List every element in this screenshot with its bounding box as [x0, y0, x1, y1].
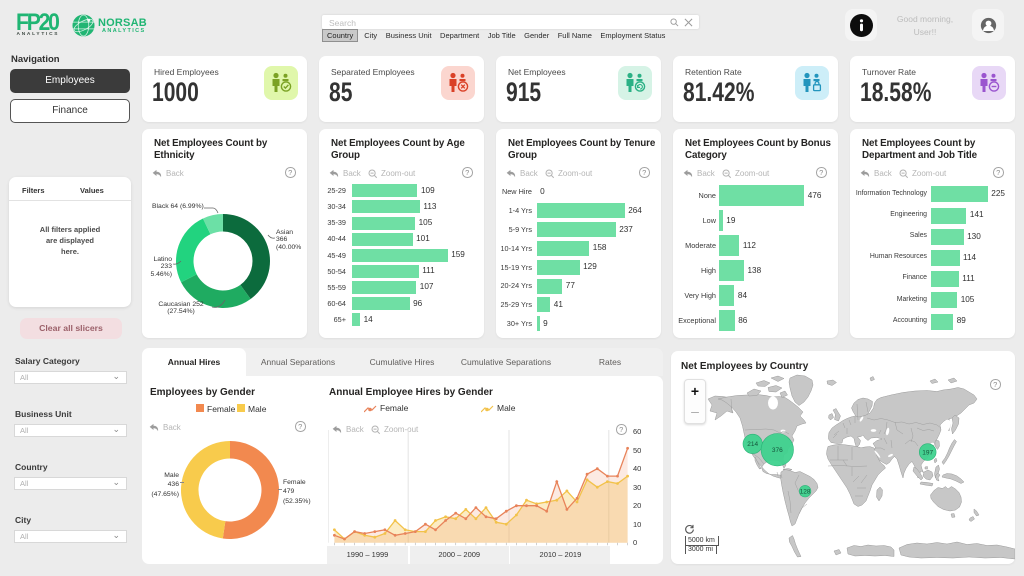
svg-text:376: 376 [772, 447, 783, 454]
svg-text:128: 128 [800, 489, 811, 496]
svg-text:197: 197 [922, 449, 933, 456]
svg-text:214: 214 [747, 441, 758, 448]
